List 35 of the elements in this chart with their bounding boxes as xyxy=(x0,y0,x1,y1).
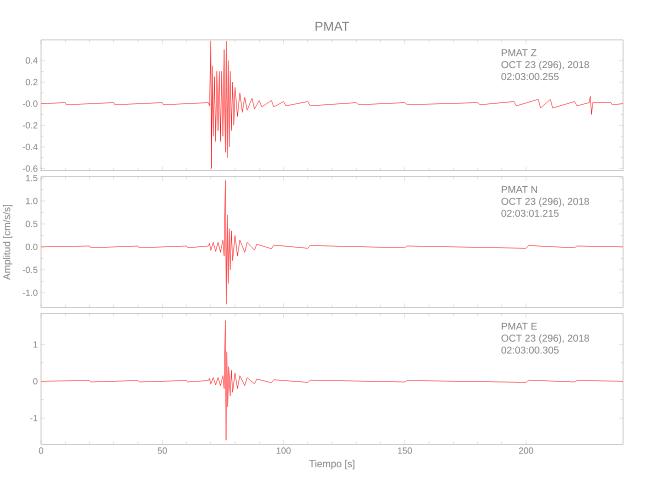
x-tick-label: 100 xyxy=(276,447,291,454)
annotation: 02:03:00.305 xyxy=(501,346,559,354)
annotation: PMAT N xyxy=(502,186,538,193)
line-series xyxy=(41,180,624,304)
x-tick-label: 0 xyxy=(38,447,44,454)
y-tick-label: 1.5 xyxy=(26,174,38,182)
y-tick-label: -0.0 xyxy=(22,100,38,107)
y-tick-label: 1.0 xyxy=(26,198,38,204)
y-tick-label: 1 xyxy=(34,341,38,348)
y-tick-label: -0.6 xyxy=(22,165,38,172)
y-tick-label: -1 xyxy=(30,414,38,422)
y-tick-label: 0.5 xyxy=(26,220,38,228)
annotation: 02:03:00.255 xyxy=(501,72,559,80)
annotation: OCT 23 (296), 2018 xyxy=(501,60,590,70)
annotation: OCT 23 (296), 2018 xyxy=(501,198,590,207)
line-series xyxy=(41,320,624,440)
y-tick-label: -0.2 xyxy=(22,122,38,128)
annotation: 02:03:01.215 xyxy=(501,210,559,217)
annotation: PMAT Z xyxy=(502,49,536,56)
line-series xyxy=(41,40,624,169)
x-tick-label: 150 xyxy=(398,447,412,454)
x-tick-label: 50 xyxy=(158,447,167,454)
y-tick-label: -1.0 xyxy=(22,290,38,296)
y-axis-title: Amplitud [cm/s/s] xyxy=(2,204,12,280)
x-tick-label: 200 xyxy=(519,447,534,454)
annotation: OCT 23 (296), 2018 xyxy=(501,334,590,344)
y-tick-label: 0.2 xyxy=(26,78,38,86)
y-tick-label: -0.5 xyxy=(22,266,38,273)
y-tick-label: 0.0 xyxy=(26,244,38,250)
y-tick-label: 0 xyxy=(33,378,38,384)
chart-title: PMAT xyxy=(316,22,350,31)
x-axis-title: Tiempo [s] xyxy=(309,460,354,470)
y-tick-label: -0.4 xyxy=(22,144,38,150)
annotation: PMAT E xyxy=(502,322,537,330)
y-tick-label: 0.4 xyxy=(26,57,38,64)
